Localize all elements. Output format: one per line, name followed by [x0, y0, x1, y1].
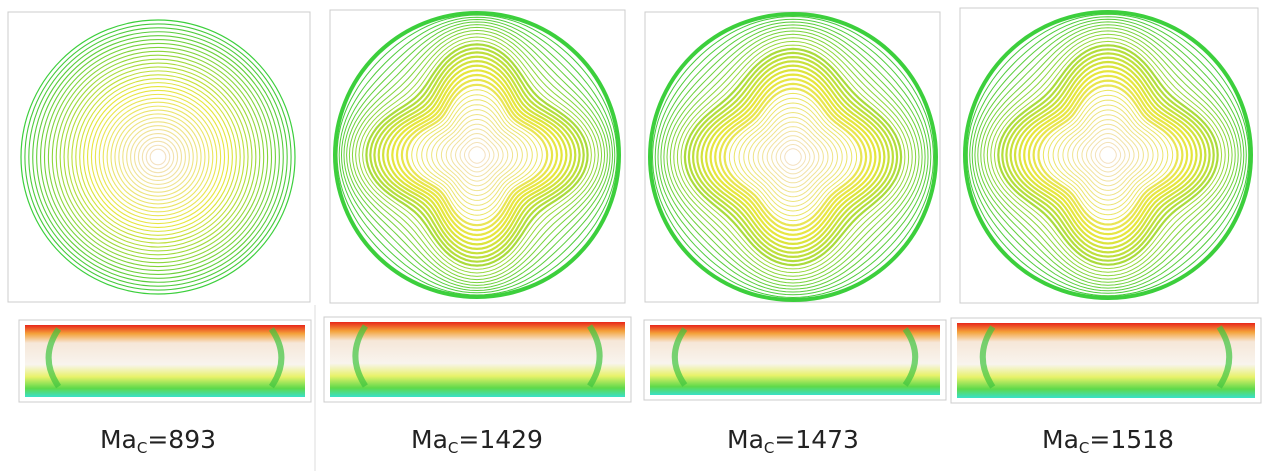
caption: MaC=1473 — [727, 425, 859, 457]
caption-value: =1473 — [774, 425, 859, 454]
cross-section — [25, 325, 305, 397]
caption-subscript: C — [137, 439, 147, 457]
page: {"panels": [ {"symbol": "Ma", "subscript… — [0, 0, 1263, 471]
cross-section — [957, 323, 1255, 398]
caption-symbol: Ma — [727, 425, 764, 454]
figure: MaC=893MaC=1429MaC=1473MaC=1518 — [0, 0, 1263, 471]
caption-value: =1518 — [1089, 425, 1174, 454]
caption-value: =1429 — [458, 425, 543, 454]
caption-symbol: Ma — [1042, 425, 1079, 454]
caption: MaC=1429 — [411, 425, 543, 457]
caption: MaC=1518 — [1042, 425, 1174, 457]
cross-section — [650, 325, 940, 395]
caption-subscript: C — [764, 439, 774, 457]
caption-symbol: Ma — [100, 425, 137, 454]
cross-section — [330, 322, 625, 397]
caption-subscript: C — [1079, 439, 1089, 457]
caption: MaC=893 — [100, 425, 216, 457]
caption-subscript: C — [448, 439, 458, 457]
caption-symbol: Ma — [411, 425, 448, 454]
caption-value: =893 — [147, 425, 216, 454]
